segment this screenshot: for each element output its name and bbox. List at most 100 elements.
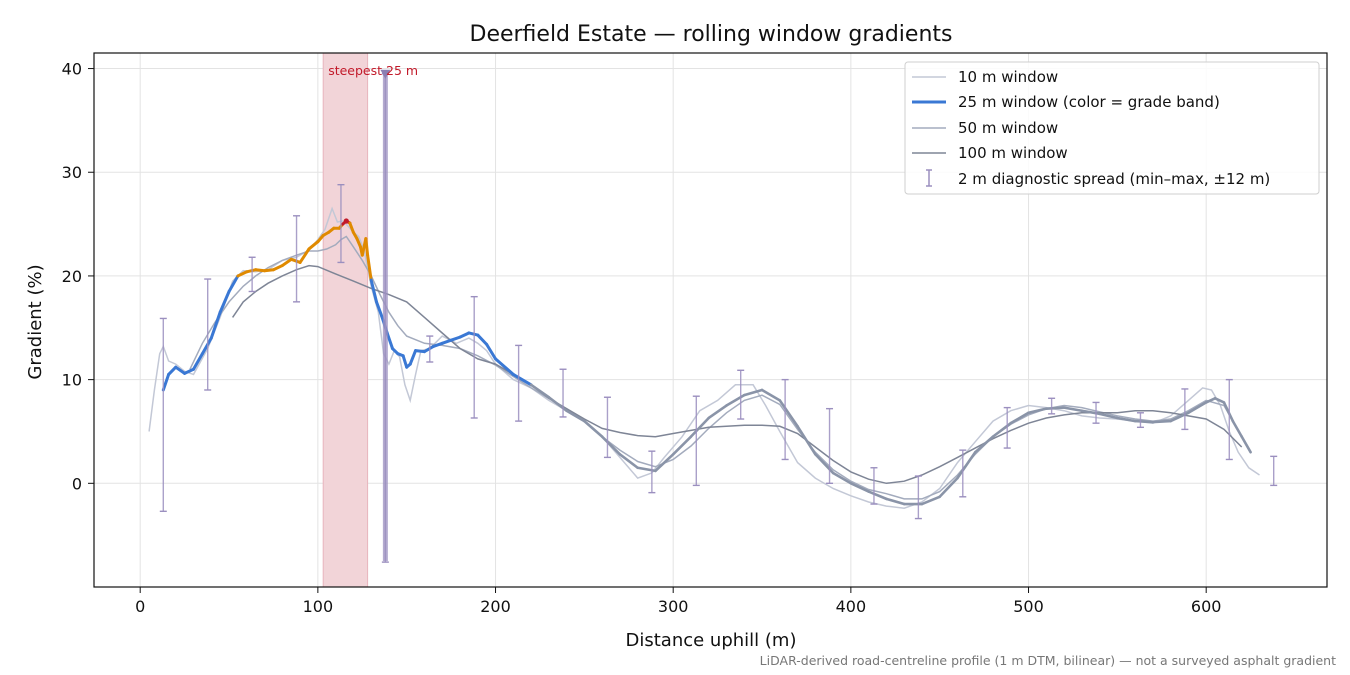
spread-error-bar bbox=[337, 183, 345, 264]
legend-box bbox=[904, 61, 1320, 195]
series-25m-segment bbox=[364, 237, 370, 257]
series-25m-segment bbox=[1231, 419, 1244, 438]
steepest-25m-band bbox=[322, 52, 369, 588]
x-tick-label: 400 bbox=[836, 597, 867, 616]
series-25m-segment bbox=[236, 270, 249, 278]
series-25m-segment bbox=[191, 352, 204, 371]
series-25m-segment bbox=[1222, 401, 1235, 423]
series-25m-segment bbox=[1133, 419, 1155, 424]
series-25m-segment bbox=[973, 435, 995, 454]
series-25m-segment bbox=[511, 372, 533, 387]
series-25m-segment bbox=[348, 221, 355, 234]
legend-label-100m: 100 m window bbox=[958, 144, 1068, 162]
series-25m-segment bbox=[366, 253, 373, 282]
series-25m-segment bbox=[565, 409, 586, 423]
series-25m-segment bbox=[583, 419, 604, 438]
series-25m-segment bbox=[449, 335, 462, 342]
spread-error-bar bbox=[293, 215, 301, 303]
series-25m-segment bbox=[831, 471, 853, 485]
series-25m-segment bbox=[355, 237, 362, 249]
spread-error-bar bbox=[1225, 378, 1233, 461]
spread-error-bar bbox=[826, 407, 834, 485]
legend-label-25m: 25 m window (color = grade band) bbox=[958, 93, 1220, 111]
plot-frame bbox=[93, 52, 1328, 588]
y-tick-label: 40 bbox=[62, 60, 82, 79]
series-25m-segment bbox=[422, 344, 435, 354]
series-25m-segment bbox=[760, 388, 782, 402]
series-25m-segment bbox=[618, 452, 639, 470]
plot-border bbox=[93, 52, 1328, 588]
legend-swatch-spread bbox=[926, 169, 932, 187]
series-10m-line bbox=[148, 206, 1260, 509]
series-25m-segment bbox=[200, 336, 213, 356]
series-25m-segment bbox=[636, 466, 657, 473]
highlight-label: steepest 25 m bbox=[328, 63, 418, 78]
series-25m-segment bbox=[401, 354, 409, 369]
series-25m-segment bbox=[458, 331, 471, 339]
series-25m-segment bbox=[1116, 416, 1137, 423]
series-25m-segment bbox=[1062, 406, 1084, 413]
legend-label-10m: 10 m window bbox=[958, 68, 1058, 86]
series-25m-segment bbox=[494, 357, 515, 376]
series-25m-segment bbox=[1240, 435, 1252, 454]
series-25m-segment bbox=[298, 247, 311, 264]
series-25m-segment bbox=[725, 393, 746, 407]
series-25m-segment bbox=[385, 331, 394, 351]
peak-marker bbox=[343, 218, 349, 224]
series-25m-segment bbox=[271, 264, 284, 272]
series-25m-segment bbox=[183, 367, 195, 375]
series-25m-segment bbox=[408, 349, 418, 366]
series-25m-segment bbox=[689, 416, 711, 438]
series-25m-segment bbox=[920, 495, 941, 506]
spread-error-bar bbox=[1092, 401, 1100, 424]
spike-marker bbox=[380, 69, 391, 79]
series-25m-segment bbox=[161, 372, 171, 392]
spread-error-bar bbox=[515, 344, 523, 422]
series-25m-segment bbox=[1098, 412, 1119, 420]
series-25m-segment bbox=[1044, 406, 1066, 410]
spread-error-bar bbox=[559, 368, 567, 418]
series-25m-segment bbox=[245, 268, 258, 274]
legend: 10 m window 25 m window (color = grade b… bbox=[904, 61, 1320, 195]
series-25m-segment bbox=[227, 274, 240, 293]
series-25m-segment bbox=[476, 333, 489, 346]
y-tick-label: 0 bbox=[72, 474, 82, 493]
series-25m-segment bbox=[814, 452, 835, 475]
spread-error-bar bbox=[1003, 406, 1011, 449]
spread-error-bar bbox=[1270, 455, 1278, 487]
spread-error-bar bbox=[1136, 412, 1144, 429]
chart-title: Deerfield Estate — rolling window gradie… bbox=[470, 22, 953, 47]
spread-error-bar bbox=[1181, 388, 1189, 431]
series-25m-segment bbox=[849, 482, 870, 493]
series-25m-segment bbox=[1204, 396, 1217, 404]
spread-error-bar bbox=[426, 335, 434, 363]
series-25m-segment bbox=[1009, 411, 1030, 425]
spread-error-bar bbox=[648, 450, 656, 494]
spread-error-bar bbox=[914, 475, 922, 520]
series-25m-segment bbox=[167, 365, 178, 376]
series-25m-segment bbox=[218, 289, 231, 314]
series-25m-segment bbox=[467, 331, 480, 337]
spread-error-bar bbox=[959, 449, 967, 498]
y-tick-label: 30 bbox=[62, 163, 82, 182]
y-axis-label: Gradient (%) bbox=[25, 264, 46, 379]
series-25m-segment bbox=[778, 399, 799, 428]
x-tick-label: 200 bbox=[480, 597, 511, 616]
series-25m-segment bbox=[440, 338, 453, 345]
y-tick-label: 10 bbox=[62, 371, 82, 390]
series-25m-segment bbox=[867, 490, 888, 501]
series-25m-segment bbox=[654, 452, 675, 473]
series-25m-segment bbox=[1151, 419, 1172, 424]
spread-error-bar bbox=[248, 256, 256, 293]
series-25m-segment bbox=[374, 300, 384, 318]
legend-label-spread: 2 m diagnostic spread (min–max, ±12 m) bbox=[958, 170, 1270, 188]
spread-error-bar bbox=[603, 396, 611, 459]
series-lines bbox=[148, 206, 1260, 509]
series-25m-segment bbox=[707, 404, 728, 420]
series-25m-segment bbox=[369, 278, 378, 304]
series-25m-segment bbox=[1213, 396, 1226, 404]
series-25m-segment bbox=[671, 435, 693, 456]
footnote: LiDAR-derived road-centreline profile (1… bbox=[760, 653, 1336, 668]
series-25m-segment bbox=[796, 424, 817, 456]
